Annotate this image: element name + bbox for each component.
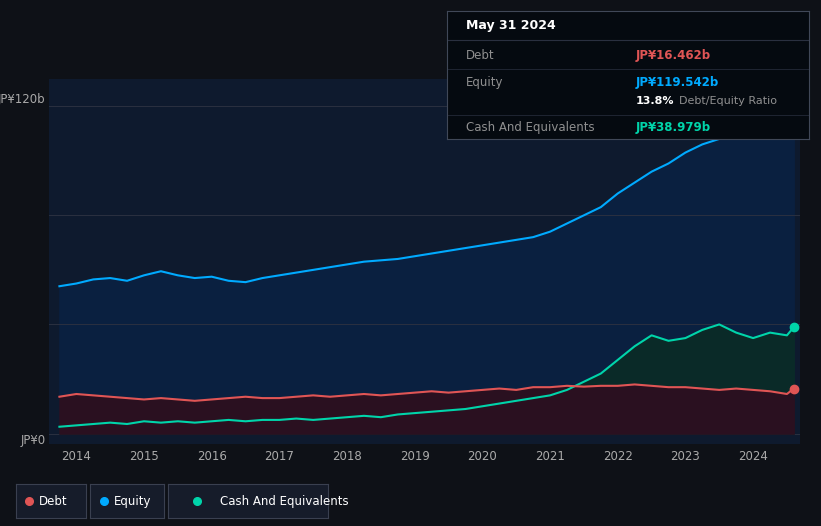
Text: JP¥38.979b: JP¥38.979b <box>635 122 710 134</box>
Text: Equity: Equity <box>114 494 151 508</box>
Text: 13.8%: 13.8% <box>635 96 674 106</box>
Text: Cash And Equivalents: Cash And Equivalents <box>219 494 348 508</box>
Text: JP¥16.462b: JP¥16.462b <box>635 49 710 62</box>
Text: Debt: Debt <box>466 49 494 62</box>
Text: Equity: Equity <box>466 76 503 89</box>
Text: JP¥0: JP¥0 <box>21 433 45 447</box>
Text: May 31 2024: May 31 2024 <box>466 19 555 33</box>
Text: JP¥119.542b: JP¥119.542b <box>635 76 718 89</box>
Text: Cash And Equivalents: Cash And Equivalents <box>466 122 594 134</box>
Text: Debt: Debt <box>39 494 67 508</box>
Text: Debt/Equity Ratio: Debt/Equity Ratio <box>679 96 777 106</box>
Text: JP¥120b: JP¥120b <box>0 93 45 106</box>
